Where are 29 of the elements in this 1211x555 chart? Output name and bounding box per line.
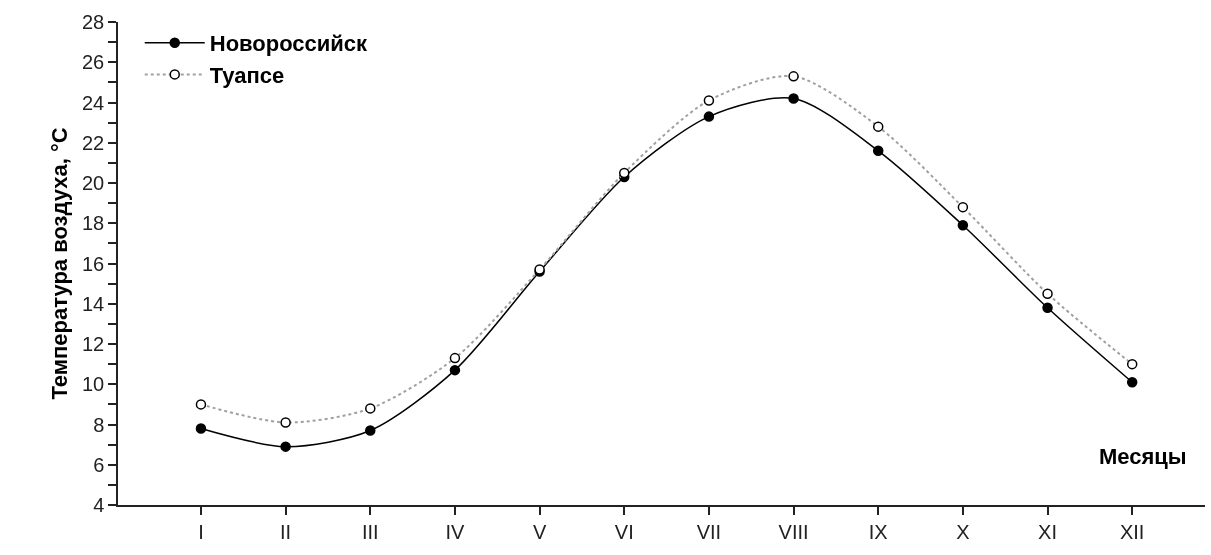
x-tick-label: IX xyxy=(868,520,888,543)
x-tick-label: VII xyxy=(696,520,722,543)
y-tick-label: 10 xyxy=(82,373,105,396)
y-tick-label: 24 xyxy=(82,91,105,114)
y-tick-label: 12 xyxy=(82,333,105,355)
y-tick-label: 4 xyxy=(93,494,105,516)
x-tick-label: VI xyxy=(614,520,634,543)
x-tick-label: X xyxy=(956,520,970,543)
y-tick-label: 28 xyxy=(82,11,105,33)
y-tick-label: 16 xyxy=(82,252,105,275)
y-axis-title: Температура воздуха, °C xyxy=(47,127,73,400)
y-tick-label: 18 xyxy=(82,212,105,235)
x-tick-label: I xyxy=(198,520,204,543)
y-tick-label: 8 xyxy=(93,413,105,436)
y-tick-label: 6 xyxy=(93,453,105,476)
x-tick-label: VIII xyxy=(778,520,809,543)
legend-label: Новороссийск xyxy=(209,31,369,57)
y-tick-label: 20 xyxy=(82,172,105,194)
x-tick-label: III xyxy=(361,520,379,543)
y-tick-label: 14 xyxy=(82,292,105,315)
legend-label: Туапсе xyxy=(209,62,285,88)
y-tick-label: 22 xyxy=(82,131,105,154)
x-axis-title: Месяцы xyxy=(1099,444,1187,469)
x-tick-label: XII xyxy=(1119,520,1145,543)
y-tick-label: 26 xyxy=(82,51,105,74)
x-tick-label: IV xyxy=(445,520,466,543)
x-tick-label: V xyxy=(532,520,547,543)
x-tick-label: II xyxy=(280,520,292,543)
x-tick-label: XI xyxy=(1038,520,1057,543)
